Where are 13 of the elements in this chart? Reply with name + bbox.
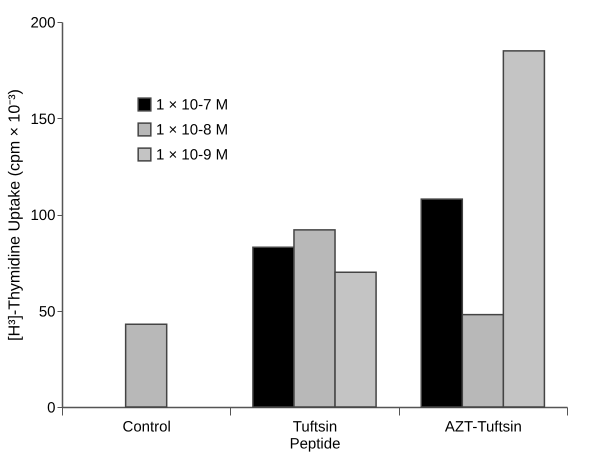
y-tick-label: 100	[30, 207, 56, 224]
y-tick-label: 200	[30, 14, 56, 32]
legend-label: 1 × 10-9 M	[156, 146, 228, 164]
y-tick-label: 50	[38, 303, 56, 320]
legend-label: 1 × 10-8 M	[156, 122, 228, 138]
y-axis-title: [H³]-Thymidine Uptake (cpm × 10⁻³)	[6, 89, 24, 341]
y-tick-label: 150	[30, 110, 56, 128]
x-tick-label: AZT-Tuftsin	[444, 418, 522, 436]
x-tick-label: Tuftsin Peptide	[290, 418, 340, 452]
bar	[124, 323, 168, 408]
legend-label: 1 × 10-7 M	[156, 96, 228, 114]
x-tick-label: Control	[122, 418, 171, 436]
y-tick-label: 0	[47, 400, 56, 416]
